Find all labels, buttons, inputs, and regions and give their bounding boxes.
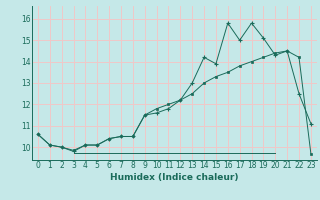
- X-axis label: Humidex (Indice chaleur): Humidex (Indice chaleur): [110, 173, 239, 182]
